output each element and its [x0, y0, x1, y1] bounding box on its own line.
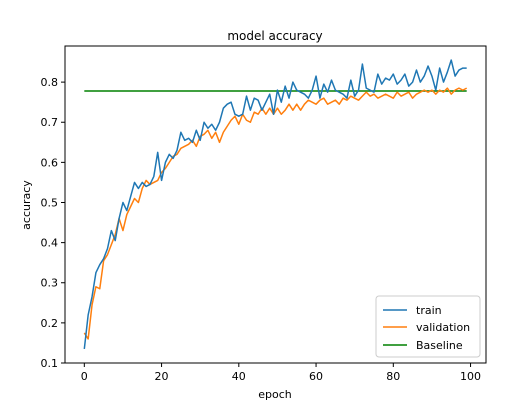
y-axis-label: accuracy: [20, 180, 33, 230]
x-axis-label: epoch: [258, 388, 292, 401]
x-tick-label: 40: [232, 370, 246, 383]
legend-label-train: train: [416, 304, 442, 317]
series-line-train: [83, 59, 467, 350]
y-tick-label: 0.1: [41, 357, 59, 370]
y-tick-label: 0.6: [41, 156, 59, 169]
y-tick-label: 0.5: [41, 196, 59, 209]
legend: train validation Baseline: [375, 295, 481, 358]
legend-box: [375, 295, 481, 358]
plot-lines: [83, 59, 468, 350]
plot-frame: [64, 45, 487, 364]
x-tick-label: 60: [309, 370, 323, 383]
y-axis: 0.1 0.2 0.3 0.4 0.5 0.6 0.7 0.8: [41, 76, 65, 370]
x-tick-label: 0: [81, 370, 88, 383]
x-tick-label: 100: [460, 370, 481, 383]
x-axis: 0 20 40 60 80 100: [81, 363, 481, 383]
y-tick-label: 0.8: [41, 76, 59, 89]
legend-label-validation: validation: [416, 321, 470, 334]
legend-label-baseline: Baseline: [416, 339, 463, 352]
y-tick-label: 0.7: [41, 116, 59, 129]
x-tick-label: 20: [155, 370, 169, 383]
y-tick-label: 0.2: [41, 317, 59, 330]
x-tick-label: 80: [386, 370, 400, 383]
chart-title: model accuracy: [227, 29, 322, 43]
y-tick-label: 0.3: [41, 277, 59, 290]
y-tick-label: 0.4: [41, 237, 59, 250]
series-line-validation: [83, 87, 468, 340]
